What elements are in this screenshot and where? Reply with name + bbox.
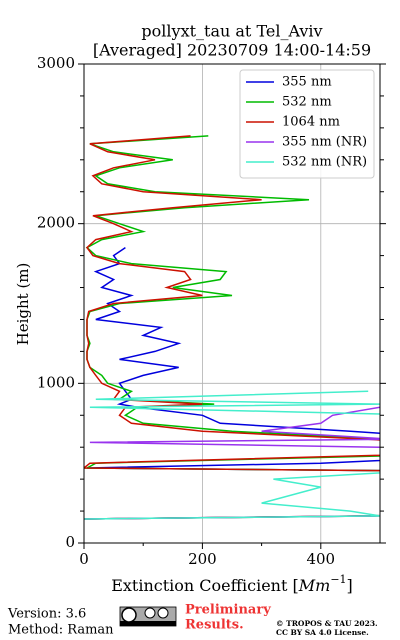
x-label-exponent: −1 (330, 573, 346, 586)
ticks: 0 200 400 0 1000 2000 3000 (37, 54, 386, 568)
legend-label: 1064 nm (282, 115, 340, 130)
status: Preliminary (185, 603, 271, 618)
status: Results. (185, 618, 244, 633)
y-tick-label: 0 (65, 533, 75, 551)
y-tick-label: 2000 (37, 214, 75, 232)
license-badge (119, 606, 177, 627)
y-tick-label: 1000 (37, 373, 75, 391)
legend-label: 355 nm (NR) (282, 135, 367, 150)
legend-label: 355 nm (282, 75, 332, 90)
x-axis-label: Extinction Coefficient [Mm−1] (111, 573, 353, 595)
y-tick-label: 3000 (37, 54, 75, 72)
profile-line (84, 135, 380, 520)
chart-title: [Averaged] 20230709 14:00-14:59 (93, 41, 371, 60)
x-label-part: ] (347, 576, 353, 595)
x-label-unit: Mm (298, 576, 331, 595)
version: Version: 3.6 (7, 607, 86, 622)
x-label-part: Extinction Coefficient [ (111, 576, 299, 595)
legend-label: 532 nm (282, 95, 332, 110)
legend-label: 532 nm (NR) (282, 155, 367, 170)
profile-line (84, 391, 380, 520)
legend-box (239, 69, 375, 179)
legend: 355 nm 532 nm 1064 nm 355 nm (NR) 532 nm (NR… (239, 69, 375, 179)
y-axis-label: Height (m) (14, 263, 32, 346)
x-tick-label: 200 (188, 550, 217, 568)
profile-line (84, 135, 380, 520)
copyright: CC BY SA 4.0 License. (276, 628, 369, 637)
copyright: © TROPOS & TAU 2023. (276, 619, 378, 628)
plot-frame (83, 63, 381, 544)
profile-line (84, 390, 380, 520)
chart-title: pollyxt_tau at Tel_Aviv (141, 22, 322, 41)
x-tick-label: 400 (306, 550, 335, 568)
plot-lines (84, 135, 380, 520)
x-tick-label: 0 (79, 550, 89, 568)
method: Method: Raman (8, 623, 114, 638)
